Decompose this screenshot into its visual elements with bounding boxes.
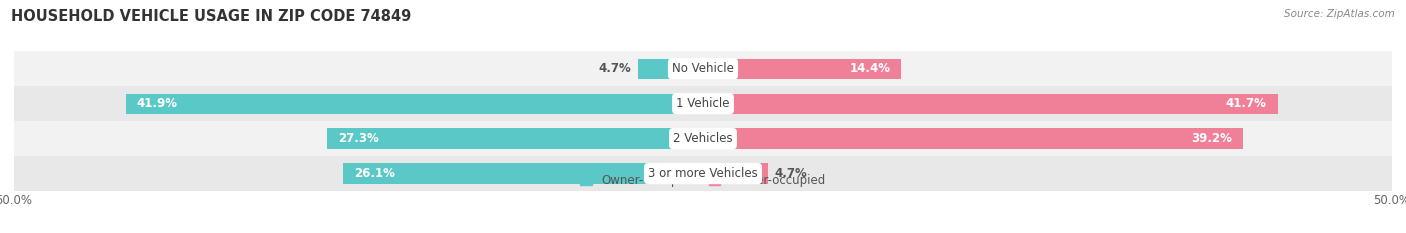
Bar: [703, 129, 1243, 149]
Text: 41.9%: 41.9%: [136, 97, 177, 110]
Text: No Vehicle: No Vehicle: [672, 62, 734, 75]
Bar: [703, 59, 901, 79]
Text: 14.4%: 14.4%: [849, 62, 890, 75]
Text: 4.7%: 4.7%: [775, 167, 807, 180]
Text: Source: ZipAtlas.com: Source: ZipAtlas.com: [1284, 9, 1395, 19]
Legend: Owner-occupied, Renter-occupied: Owner-occupied, Renter-occupied: [575, 170, 831, 192]
Bar: [125, 93, 703, 114]
Bar: [343, 164, 703, 184]
Text: 3 or more Vehicles: 3 or more Vehicles: [648, 167, 758, 180]
Bar: [638, 59, 703, 79]
Text: 39.2%: 39.2%: [1191, 132, 1232, 145]
Bar: [326, 129, 703, 149]
Bar: [703, 164, 768, 184]
Bar: [14, 121, 1392, 156]
Text: 2 Vehicles: 2 Vehicles: [673, 132, 733, 145]
Bar: [14, 51, 1392, 86]
Text: HOUSEHOLD VEHICLE USAGE IN ZIP CODE 74849: HOUSEHOLD VEHICLE USAGE IN ZIP CODE 7484…: [11, 9, 412, 24]
Text: 1 Vehicle: 1 Vehicle: [676, 97, 730, 110]
Text: 26.1%: 26.1%: [354, 167, 395, 180]
Text: 4.7%: 4.7%: [599, 62, 631, 75]
Bar: [703, 93, 1278, 114]
Text: 27.3%: 27.3%: [337, 132, 378, 145]
Text: 41.7%: 41.7%: [1226, 97, 1267, 110]
Bar: [14, 86, 1392, 121]
Bar: [14, 156, 1392, 191]
